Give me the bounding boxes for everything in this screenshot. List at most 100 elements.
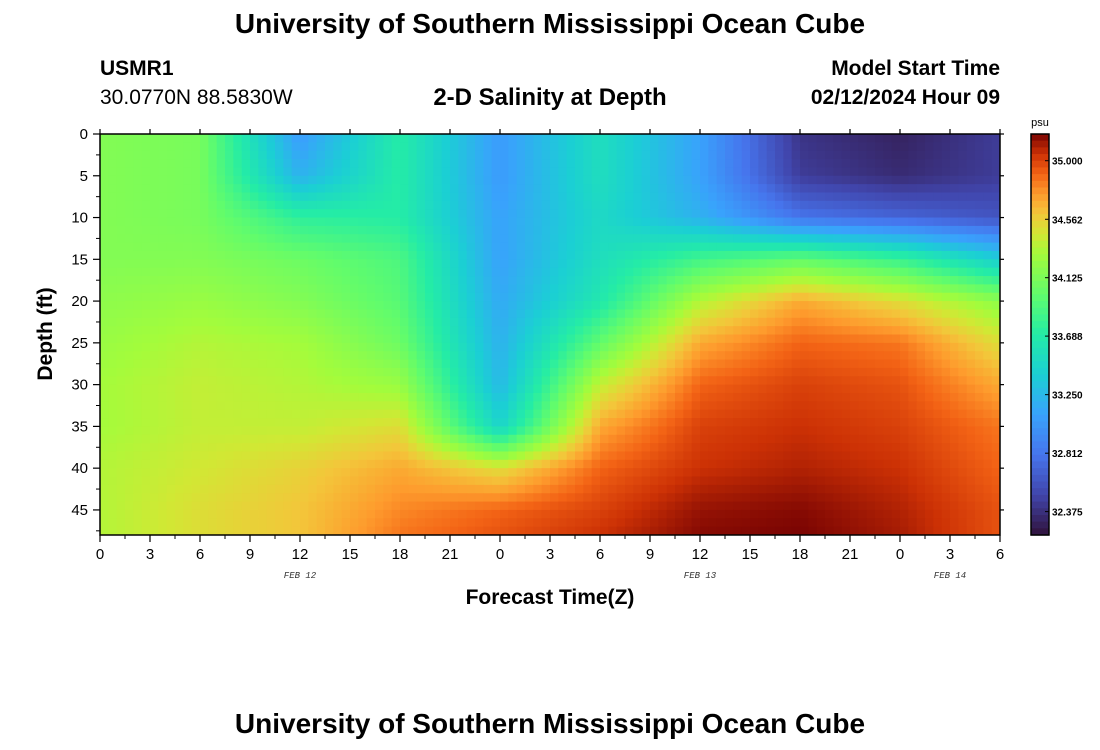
heatmap-cell <box>550 134 559 143</box>
heatmap-cell <box>258 259 268 269</box>
heatmap-cell <box>441 392 451 402</box>
heatmap-cell <box>666 434 676 444</box>
heatmap-cell <box>850 192 859 202</box>
heatmap-cell <box>625 326 634 336</box>
heatmap-cell <box>800 292 809 302</box>
heatmap-cell <box>891 184 901 194</box>
heatmap-cell <box>408 309 418 319</box>
heatmap-cell <box>216 509 226 519</box>
heatmap-cell <box>516 217 526 227</box>
heatmap-cell <box>891 367 901 377</box>
heatmap-cell <box>758 167 768 177</box>
heatmap-cell <box>183 468 193 478</box>
heatmap-cell <box>791 468 801 478</box>
heatmap-cell <box>141 476 151 486</box>
heatmap-cell <box>391 326 401 336</box>
heatmap-cell <box>991 468 1000 478</box>
heatmap-cell <box>441 200 451 210</box>
heatmap-cell <box>325 493 334 503</box>
heatmap-cell <box>125 434 134 444</box>
heatmap-cell <box>291 418 301 427</box>
heatmap-cell <box>866 334 876 344</box>
heatmap-cell <box>650 175 659 185</box>
heatmap-cell <box>933 501 943 511</box>
heatmap-cell <box>116 309 126 319</box>
heatmap-cell <box>225 434 234 444</box>
heatmap-cell <box>116 184 126 194</box>
heatmap-cell <box>358 334 368 344</box>
heatmap-cell <box>758 476 768 486</box>
heatmap-cell <box>941 376 951 386</box>
heatmap-cell <box>291 284 301 294</box>
heatmap-cell <box>625 317 634 327</box>
heatmap-cell <box>275 418 284 427</box>
heatmap-cell <box>175 301 184 311</box>
heatmap-cell <box>433 317 443 327</box>
heatmap-cell <box>608 476 618 486</box>
heatmap-cell <box>858 351 868 361</box>
heatmap-cell <box>125 159 134 169</box>
heatmap-cell <box>741 401 751 411</box>
heatmap-cell <box>866 159 876 169</box>
heatmap-cell <box>658 267 668 277</box>
heatmap-cell <box>891 334 901 344</box>
heatmap-cell <box>400 493 409 503</box>
heatmap-cell <box>866 134 876 143</box>
heatmap-cell <box>416 217 426 227</box>
heatmap-cell <box>233 434 243 444</box>
heatmap-cell <box>125 292 134 302</box>
heatmap-cell <box>441 451 451 461</box>
heatmap-cell <box>791 501 801 511</box>
heatmap-cell <box>258 192 268 202</box>
heatmap-cell <box>958 476 968 486</box>
heatmap-cell <box>866 351 876 361</box>
heatmap-cell <box>266 426 276 436</box>
heatmap-cell <box>133 150 143 160</box>
heatmap-cell <box>383 326 393 336</box>
heatmap-cell <box>783 301 793 311</box>
heatmap-cell <box>350 284 359 294</box>
heatmap-cell <box>316 468 326 478</box>
heatmap-cell <box>225 200 234 210</box>
heatmap-cell <box>733 142 743 152</box>
heatmap-cell <box>441 509 451 519</box>
heatmap-cell <box>625 443 634 453</box>
heatmap-cell <box>725 401 734 411</box>
heatmap-cell <box>975 209 984 219</box>
heatmap-cell <box>425 284 434 294</box>
heatmap-cell <box>908 392 918 402</box>
heatmap-cell <box>250 334 259 344</box>
heatmap-cell <box>383 434 393 444</box>
heatmap-cell <box>900 509 909 519</box>
heatmap-cell <box>250 459 259 469</box>
heatmap-cell <box>550 509 559 519</box>
heatmap-cell <box>783 501 793 511</box>
heatmap-cell <box>983 301 993 311</box>
heatmap-cell <box>558 234 568 244</box>
heatmap-cell <box>841 209 851 219</box>
heatmap-cell <box>125 384 134 394</box>
heatmap-cell <box>533 217 543 227</box>
heatmap-cell <box>725 267 734 277</box>
heatmap-cell <box>308 476 318 486</box>
heatmap-cell <box>350 309 359 319</box>
heatmap-cell <box>500 376 509 386</box>
heatmap-cell <box>475 484 484 494</box>
heatmap-cell <box>858 134 868 143</box>
heatmap-cell <box>608 426 618 436</box>
heatmap-cell <box>625 234 634 244</box>
heatmap-cell <box>858 401 868 411</box>
heatmap-cell <box>983 134 993 143</box>
heatmap-cell <box>750 351 759 361</box>
heatmap-cell <box>200 384 209 394</box>
heatmap-cell <box>900 351 909 361</box>
heatmap-cell <box>541 200 551 210</box>
heatmap-cell <box>841 384 851 394</box>
heatmap-cell <box>641 267 651 277</box>
heatmap-cell <box>750 209 759 219</box>
heatmap-cell <box>416 209 426 219</box>
heatmap-cell <box>241 250 251 260</box>
heatmap-cell <box>808 434 818 444</box>
heatmap-cell <box>958 192 968 202</box>
heatmap-cell <box>100 518 109 528</box>
